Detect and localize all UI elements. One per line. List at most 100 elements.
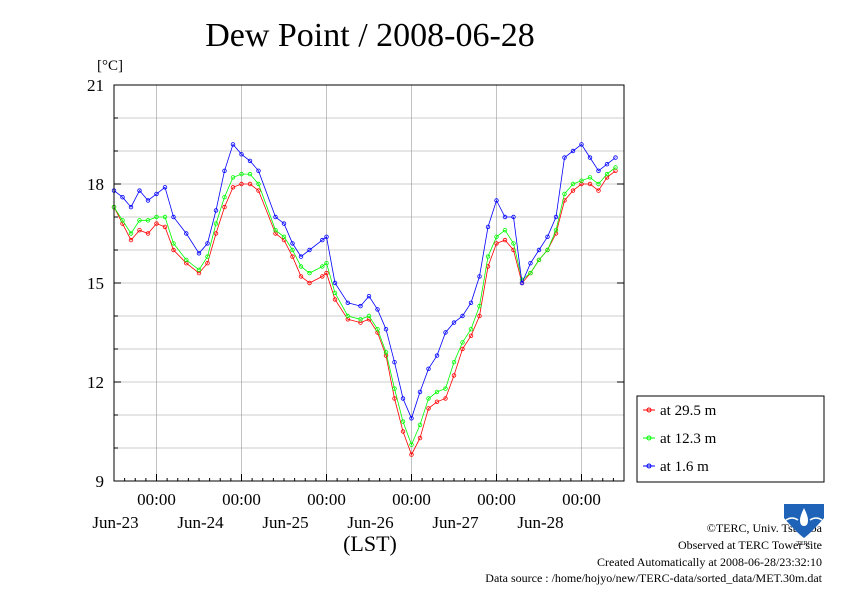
legend: at 29.5 m at 12.3 m at 1.6 m <box>636 395 825 483</box>
data-point <box>145 198 151 203</box>
data-point <box>256 188 261 193</box>
data-point <box>345 313 350 319</box>
data-point <box>562 155 567 160</box>
data-point <box>196 267 202 272</box>
data-point <box>120 194 125 200</box>
data-point <box>443 330 448 335</box>
data-point <box>494 234 499 239</box>
data-point <box>587 175 593 180</box>
data-point <box>468 300 474 305</box>
data-point <box>239 152 244 157</box>
data-point <box>579 142 584 147</box>
data-point <box>502 227 508 233</box>
x-tick-date-label: Jun-25 <box>262 513 308 532</box>
data-point <box>256 168 261 173</box>
y-tick-label: 21 <box>87 76 104 95</box>
legend-swatch-marker <box>646 407 652 413</box>
data-point <box>477 313 482 319</box>
data-point <box>184 257 189 263</box>
data-point <box>298 254 304 259</box>
data-point <box>332 280 338 286</box>
legend-swatch-marker <box>646 435 652 441</box>
data-point <box>409 442 414 447</box>
data-point <box>604 161 610 167</box>
data-point <box>460 340 465 345</box>
data-point <box>205 261 210 266</box>
data-point <box>613 165 618 170</box>
data-point <box>494 198 499 203</box>
data-point <box>230 185 236 190</box>
data-point <box>528 270 533 276</box>
data-point <box>205 254 210 259</box>
data-point <box>460 313 465 319</box>
series-1 <box>111 165 618 447</box>
data-point <box>239 171 244 177</box>
y-tick-label: 18 <box>87 175 104 194</box>
x-tick-date-label: Jun-27 <box>432 513 479 532</box>
series-line <box>113 170 616 456</box>
data-point <box>247 158 253 164</box>
x-tick-date-label: Jun-28 <box>517 513 563 532</box>
data-point <box>426 366 431 371</box>
data-point <box>298 264 304 269</box>
data-point <box>502 214 508 220</box>
data-point <box>247 181 253 187</box>
created-text: Created Automatically at 2008-06-28/23:3… <box>597 555 822 569</box>
data-point <box>511 214 516 220</box>
data-point <box>307 280 312 286</box>
data-point <box>434 353 440 358</box>
data-point <box>213 221 219 226</box>
series-2 <box>111 142 618 421</box>
data-point <box>128 237 134 243</box>
data-point <box>400 419 406 424</box>
data-point <box>400 396 406 401</box>
data-point <box>162 214 168 220</box>
data-point <box>587 155 593 160</box>
data-point <box>205 241 210 246</box>
data-point <box>443 386 448 391</box>
data-point <box>570 148 576 154</box>
data-point <box>290 247 295 253</box>
data-point <box>553 214 559 220</box>
data-point <box>596 181 601 187</box>
data-point <box>553 227 559 233</box>
data-point <box>613 155 618 160</box>
data-point <box>426 396 431 401</box>
data-point <box>604 171 610 177</box>
legend-label: at 12.3 m <box>660 431 717 447</box>
data-point <box>528 261 533 266</box>
axes: 91215182100:00Jun-2300:00Jun-2400:00Jun-… <box>87 76 624 532</box>
data-point <box>511 241 516 246</box>
data-point <box>417 389 423 395</box>
legend-items: at 29.5 m at 12.3 m at 1.6 m <box>643 403 717 475</box>
data-point <box>320 237 325 243</box>
data-point <box>273 214 278 220</box>
data-point <box>213 208 219 213</box>
data-point <box>320 264 325 269</box>
observed-text: Observed at TERC Tower site <box>678 538 822 552</box>
logo-wave-right-icon <box>809 517 823 521</box>
data-point <box>417 435 423 441</box>
data-point <box>307 247 312 253</box>
data-point <box>239 181 244 187</box>
data-point <box>358 317 363 322</box>
legend-label: at 29.5 m <box>660 403 717 419</box>
data-point <box>443 396 448 401</box>
data-point <box>256 181 261 187</box>
data-point <box>451 360 457 365</box>
data-point <box>392 386 397 391</box>
data-point <box>383 350 389 355</box>
legend-box <box>636 395 825 483</box>
data-point <box>536 257 542 263</box>
grid-lines <box>114 85 624 481</box>
logo-text: TERC <box>796 541 811 547</box>
data-point <box>570 181 576 187</box>
data-point <box>358 303 363 309</box>
data-point <box>570 188 576 193</box>
x-tick-time-label: 00:00 <box>477 490 516 509</box>
data-point <box>392 396 397 401</box>
logo-wave-left-icon <box>785 517 799 521</box>
data-point <box>426 406 431 411</box>
